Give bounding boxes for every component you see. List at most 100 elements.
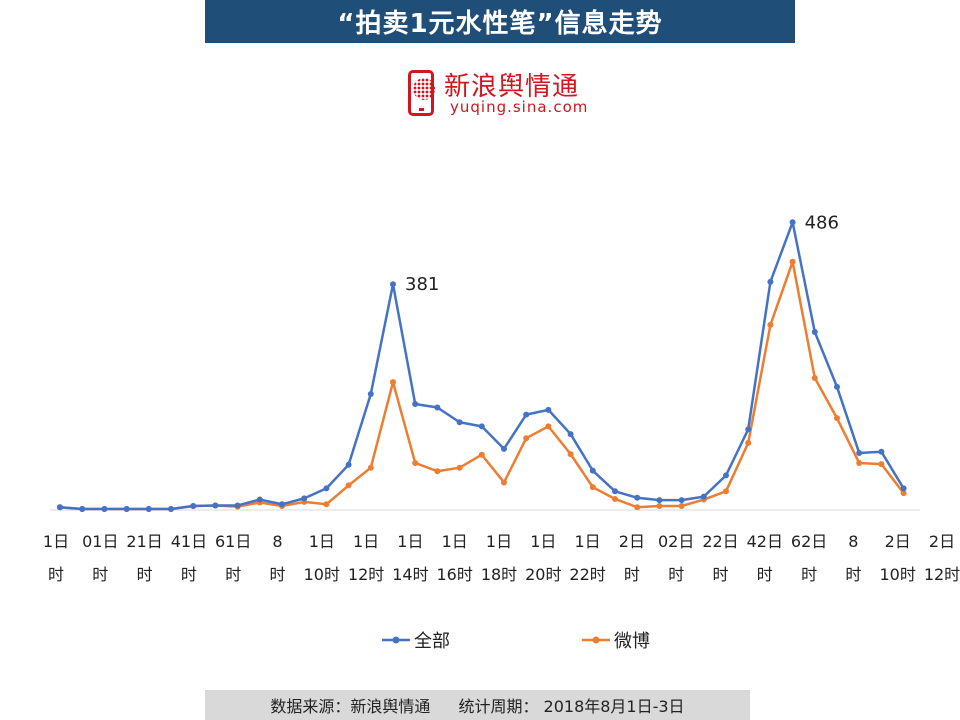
series-1 <box>57 258 907 512</box>
data-point <box>434 468 441 475</box>
data-point <box>478 423 485 430</box>
x-tick-label: 1日 <box>309 532 335 551</box>
x-tick-label: 12时 <box>924 565 960 584</box>
data-point <box>168 506 174 512</box>
data-point <box>390 281 396 288</box>
x-tick-label: 时 <box>801 565 817 584</box>
x-tick-label: 1日 <box>575 532 601 551</box>
x-tick-label: 1日 <box>442 532 468 551</box>
x-tick-label: 10时 <box>304 565 340 584</box>
x-tick-label: 8 <box>272 532 282 551</box>
data-point <box>367 390 374 397</box>
x-tick-label: 时 <box>48 565 64 584</box>
data-point <box>834 383 840 390</box>
x-tick-label: 41日 <box>171 532 207 551</box>
data-point <box>723 488 729 495</box>
data-point <box>834 415 840 422</box>
data-point <box>656 497 663 504</box>
legend-label: 全部 <box>414 631 450 652</box>
data-point <box>345 482 352 489</box>
chart-title: “拍卖1元水性笔”信息走势 <box>337 9 663 39</box>
data-point <box>745 439 752 446</box>
x-tick-label: 2日 <box>619 532 645 551</box>
x-tick-label: 时 <box>712 565 728 584</box>
series-line <box>59 260 905 511</box>
data-point <box>412 459 419 466</box>
data-point <box>634 494 641 501</box>
data-point <box>412 400 419 407</box>
x-tick-label: 时 <box>668 565 684 584</box>
x-tick-label: 时 <box>845 565 861 584</box>
data-point <box>612 495 618 502</box>
data-point <box>545 406 552 413</box>
data-point <box>190 503 197 510</box>
x-tick-label: 01日 <box>82 532 118 551</box>
x-tick-label: 61日 <box>215 532 251 551</box>
x-tick-label: 1日 <box>397 532 423 551</box>
data-point <box>567 451 574 458</box>
data-point <box>678 497 685 504</box>
legend-marker <box>392 636 400 644</box>
data-point <box>501 479 507 486</box>
data-point <box>856 449 863 456</box>
data-point <box>367 464 374 471</box>
data-point <box>323 485 330 492</box>
data-point <box>323 501 330 508</box>
x-tick-label: 22时 <box>569 565 605 584</box>
data-point <box>900 485 907 492</box>
x-tick-label: 1日 <box>353 532 379 551</box>
data-point <box>57 504 63 511</box>
stat-period-label: 统计周期： 2018年8月1日-3日 <box>458 697 685 716</box>
x-tick-label: 时 <box>181 565 197 584</box>
data-point <box>478 451 485 458</box>
x-tick-label: 时 <box>92 565 108 584</box>
data-point <box>101 506 108 512</box>
legend-item-0: 全部 <box>382 631 450 652</box>
data-point <box>745 426 752 433</box>
data-point <box>811 329 818 335</box>
data-point <box>145 506 152 512</box>
data-point <box>279 501 285 508</box>
data-point <box>900 490 907 497</box>
legend-marker <box>592 636 600 644</box>
data-point <box>789 219 796 226</box>
data-source-label: 数据来源：新浪舆情通 <box>270 697 431 716</box>
data-label: 486 <box>805 212 839 233</box>
x-tick-label: 22日 <box>702 532 738 551</box>
data-point <box>523 435 530 442</box>
data-point <box>878 448 885 455</box>
x-tick-label: 02日 <box>658 532 694 551</box>
x-tick-label: 2日 <box>885 532 911 551</box>
x-tick-label: 1日 <box>486 532 512 551</box>
data-point <box>523 411 530 418</box>
data-point <box>434 404 441 411</box>
data-point <box>678 503 685 510</box>
legend-label: 微博 <box>614 631 650 652</box>
x-tick-label: 时 <box>225 565 241 584</box>
data-point <box>723 472 729 479</box>
x-tick-label: 1日 <box>530 532 556 551</box>
data-point <box>234 502 241 509</box>
sina-yuqing-logo: 新浪舆情通 yuqing.sina.com <box>408 70 608 122</box>
x-tick-label: 20时 <box>525 565 561 584</box>
dot-globe-icon <box>413 78 435 100</box>
data-point <box>612 488 618 495</box>
logo-text-cn: 新浪舆情通 <box>444 72 580 102</box>
data-point <box>700 493 707 500</box>
data-point <box>123 506 130 512</box>
data-label: 381 <box>405 274 439 295</box>
legend-item-1: 微博 <box>582 631 650 652</box>
data-point <box>456 419 463 426</box>
x-tick-label: 时 <box>624 565 640 584</box>
x-tick-label: 12时 <box>348 565 384 584</box>
footer-bar: 数据来源：新浪舆情通 统计周期： 2018年8月1日-3日 <box>205 690 750 720</box>
chart-title-banner: “拍卖1元水性笔”信息走势 <box>205 0 795 43</box>
data-point <box>634 504 641 511</box>
data-point <box>301 495 308 502</box>
data-point <box>767 321 774 328</box>
x-tick-label: 时 <box>269 565 285 584</box>
x-tick-label: 时 <box>757 565 773 584</box>
data-point <box>589 467 596 474</box>
x-tick-label: 8 <box>848 532 858 551</box>
